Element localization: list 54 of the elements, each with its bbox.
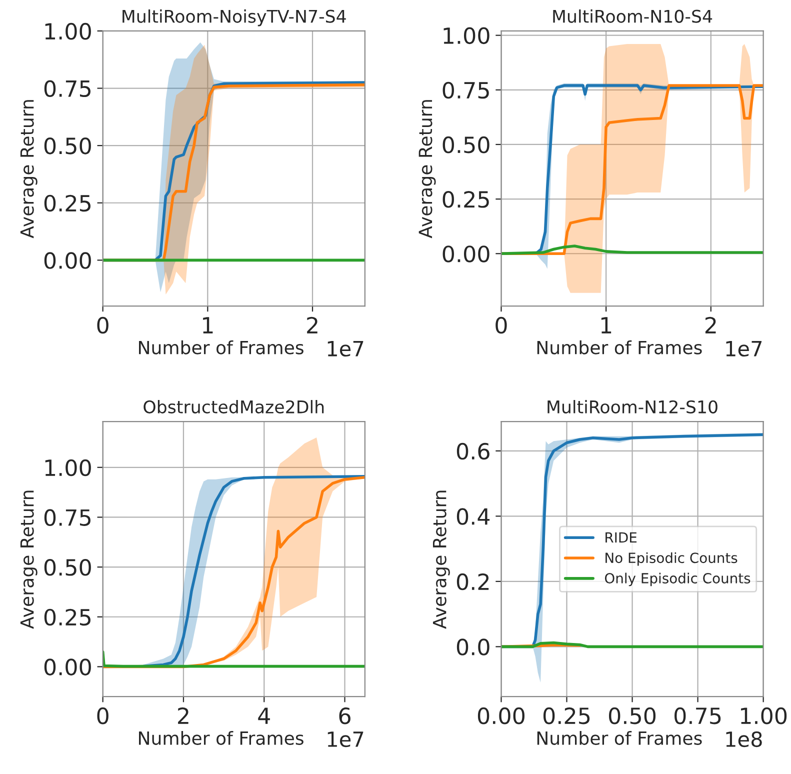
y-axis-title: Average Return xyxy=(20,100,38,238)
y-tick-label: 0.00 xyxy=(44,658,91,676)
x-tick-label: 0 xyxy=(97,707,108,724)
x-tick-label: 4 xyxy=(258,708,270,724)
x-tick-label: 2 xyxy=(307,316,318,334)
x-tick-label: 2 xyxy=(178,707,188,724)
text: 1e8 xyxy=(726,731,762,748)
y-tick-label: 1.00 xyxy=(45,459,91,476)
x-tick-label: 0.75 xyxy=(674,707,721,724)
x-tick-label: 1 xyxy=(601,317,612,334)
chart-title: ObstructedMaze2Dlh xyxy=(144,400,324,414)
chart-title: MultiRoom-N10-S4 xyxy=(553,9,712,23)
legend-label: No Episodic Counts xyxy=(606,552,738,566)
x-tick-label: 2 xyxy=(705,316,716,334)
x-tick-label: 6 xyxy=(339,707,350,724)
y-tick-label: 0.00 xyxy=(442,246,490,262)
y-tick-label: 0.50 xyxy=(442,136,490,154)
y-tick-label: 1.00 xyxy=(444,27,490,44)
y-tick-label: 0.4 xyxy=(456,508,490,525)
y-tick-label: 0.75 xyxy=(442,82,489,99)
y-tick-label: 0.25 xyxy=(442,191,489,208)
y-tick-label: 0.0 xyxy=(456,638,490,656)
text: 1e7 xyxy=(328,732,364,748)
legend-label: Only Episodic Counts xyxy=(604,572,750,586)
y-tick-label: 0.25 xyxy=(44,608,90,626)
y-axis-title: Average Return xyxy=(418,100,436,238)
y-tick-label: 0.75 xyxy=(44,509,90,526)
x-tick-label: 0.00 xyxy=(478,707,524,724)
line-series xyxy=(501,244,764,256)
x-axis-title: Number of Frames xyxy=(139,730,304,745)
x-tick-label: 0.25 xyxy=(543,707,590,724)
y-tick-label: 0.50 xyxy=(44,558,91,576)
y-axis-title: Average Return xyxy=(20,490,38,629)
x-axis-title: Number of Frames xyxy=(139,340,304,354)
y-tick-label: 0.50 xyxy=(44,138,91,154)
y-tick-label: 1.00 xyxy=(45,22,91,40)
x-tick-label: 0 xyxy=(496,316,507,334)
x-tick-label: 1 xyxy=(203,317,213,334)
y-axis-title: Average Return xyxy=(432,490,450,629)
y-tick-label: 0.2 xyxy=(456,573,489,590)
y-tick-label: 0.6 xyxy=(456,442,490,460)
x-tick-label: 0.50 xyxy=(608,707,656,724)
y-tick-label: 0.00 xyxy=(44,252,91,269)
text: 1e7 xyxy=(726,341,762,357)
chart-title: MultiRoom-N12-S10 xyxy=(548,400,718,414)
chart-title: MultiRoom-NoisyTV-N7-S4 xyxy=(122,9,346,26)
y-tick-label: 0.75 xyxy=(44,80,90,98)
legend-label: RIDE xyxy=(606,532,637,543)
y-tick-label: 0.25 xyxy=(44,194,90,212)
x-axis-title: Number of Frames xyxy=(537,730,702,745)
x-tick-label: 0 xyxy=(97,316,108,334)
x-axis-title: Number of Frames xyxy=(537,340,702,354)
text: 1e7 xyxy=(328,341,364,357)
x-tick-label: 1.00 xyxy=(741,707,787,724)
